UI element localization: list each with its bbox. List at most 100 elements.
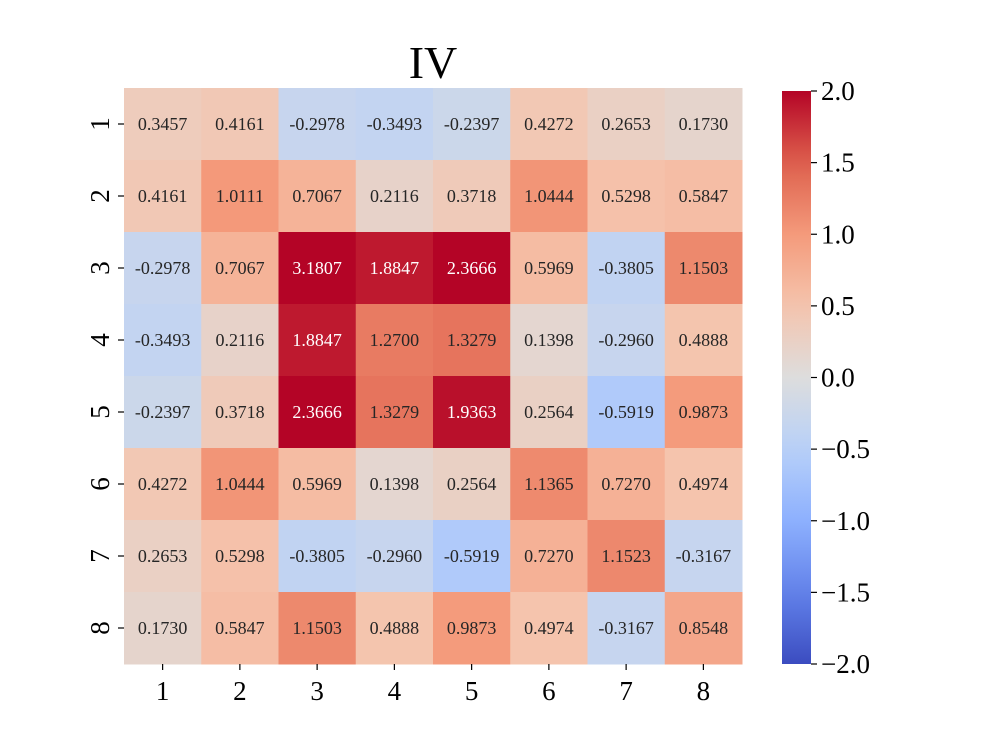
cell-value-label: -0.3493 (135, 330, 191, 350)
heatmap-cell (201, 448, 279, 521)
colorbar-tick-label: 0.5 (821, 291, 855, 321)
cell-value-label: 0.9873 (679, 402, 729, 422)
heatmap-cell (510, 520, 588, 593)
cell-value-label: -0.5919 (444, 546, 500, 566)
heatmap-cell (510, 160, 588, 233)
cell-value-label: 0.5298 (215, 546, 265, 566)
heatmap-cell (433, 160, 511, 233)
cell-value-label: 0.1730 (138, 618, 188, 638)
x-tick-label: 7 (619, 676, 633, 706)
cell-value-label: -0.2978 (135, 258, 191, 278)
y-tick-label: 6 (85, 477, 115, 491)
cell-value-label: 0.3718 (215, 402, 265, 422)
heatmap-cell (664, 160, 743, 233)
heatmap-cell (587, 592, 666, 665)
cell-value-label: 0.2653 (601, 114, 651, 134)
heatmap-cell (278, 160, 357, 233)
cell-value-label: -0.2397 (444, 114, 500, 134)
y-tick-label: 2 (85, 189, 115, 203)
heatmap-cell (124, 232, 202, 305)
heatmap-cell (510, 592, 588, 665)
heatmap-cell (510, 232, 588, 305)
heatmap-cell (355, 232, 434, 305)
cell-value-label: -0.5919 (598, 402, 654, 422)
heatmap-cell (587, 160, 666, 233)
heatmap-cell (124, 592, 202, 665)
cell-value-label: 2.3666 (447, 258, 497, 278)
heatmap-cell (355, 304, 434, 377)
y-tick-label: 3 (85, 261, 115, 275)
heatmap-cell (355, 160, 434, 233)
heatmap-cell (124, 448, 202, 521)
x-tick-label: 5 (465, 676, 479, 706)
cell-value-label: -0.2960 (598, 330, 654, 350)
cell-value-label: -0.3493 (367, 114, 423, 134)
heatmap-cells: 0.3457 0.4161 -0.2978 -0.3493 -0.2397 0.4272 0… (124, 88, 743, 665)
heatmap-cell (433, 592, 511, 665)
heatmap-cell (124, 88, 202, 161)
heatmap-cell (510, 448, 588, 521)
x-tick-label: 1 (156, 676, 170, 706)
cell-value-label: 0.4272 (138, 474, 188, 494)
cell-value-label: 1.2700 (370, 330, 420, 350)
cell-value-label: 0.5969 (292, 474, 342, 494)
heatmap-cell (433, 232, 511, 305)
cell-value-label: -0.3167 (676, 546, 732, 566)
heatmap-cell (278, 88, 357, 161)
heatmap-cell (664, 520, 743, 593)
x-tick-label: 2 (233, 676, 247, 706)
cell-value-label: 1.9363 (447, 402, 497, 422)
heatmap-cell (587, 88, 666, 161)
heatmap-cell (433, 304, 511, 377)
heatmap-cell (201, 520, 279, 593)
cell-value-label: 0.4974 (524, 618, 574, 638)
y-tick-label: 7 (85, 549, 115, 563)
heatmap-cell (201, 160, 279, 233)
colorbar-ticks: 2.0 1.5 1.0 0.5 0.0 −0.5 −1.0 −1.5 −2.0 (811, 76, 870, 679)
cell-value-label: 0.4888 (679, 330, 729, 350)
cell-value-label: 0.2653 (138, 546, 188, 566)
heatmap-cell (664, 304, 743, 377)
cell-value-label: 0.4161 (215, 114, 265, 134)
heatmap-cell (201, 88, 279, 161)
heatmap-cell (124, 520, 202, 593)
cell-value-label: 0.4272 (524, 114, 574, 134)
heatmap-cell (587, 448, 666, 521)
x-axis-ticks: 1 2 3 4 5 6 7 8 (156, 664, 710, 706)
cell-value-label: 0.2564 (447, 474, 497, 494)
x-tick-label: 6 (542, 676, 556, 706)
colorbar (782, 91, 811, 664)
heatmap-cell (433, 376, 511, 449)
heatmap-cell (664, 232, 743, 305)
heatmap-cell (278, 520, 357, 593)
heatmap-cell (355, 520, 434, 593)
heatmap-cell (587, 520, 666, 593)
heatmap-cell (278, 448, 357, 521)
colorbar-tick-label: −1.5 (821, 577, 870, 607)
colorbar-tick-label: −0.5 (821, 434, 870, 464)
cell-value-label: 0.1398 (524, 330, 574, 350)
y-tick-label: 8 (85, 621, 115, 635)
x-tick-label: 3 (310, 676, 324, 706)
heatmap-cell (587, 376, 666, 449)
cell-value-label: 1.3279 (370, 402, 420, 422)
y-axis-ticks: 1 2 3 4 5 6 7 8 (85, 117, 124, 635)
cell-value-label: 1.0111 (216, 186, 264, 206)
cell-value-label: 0.5298 (601, 186, 651, 206)
colorbar-tick-label: −1.0 (821, 506, 870, 536)
cell-value-label: 0.7067 (292, 186, 342, 206)
heatmap-cell (278, 376, 357, 449)
heatmap-cell (355, 376, 434, 449)
cell-value-label: -0.2960 (367, 546, 423, 566)
heatmap-cell (664, 88, 743, 161)
cell-value-label: 1.8847 (292, 330, 342, 350)
cell-value-label: 3.1807 (292, 258, 342, 278)
cell-value-label: 0.2564 (524, 402, 574, 422)
colorbar-tick-label: 1.5 (821, 148, 855, 178)
heatmap-cell (355, 88, 434, 161)
cell-value-label: 1.1523 (601, 546, 651, 566)
colorbar-tick-label: 1.0 (821, 219, 855, 249)
heatmap-cell (278, 592, 357, 665)
cell-value-label: 1.0444 (524, 186, 574, 206)
